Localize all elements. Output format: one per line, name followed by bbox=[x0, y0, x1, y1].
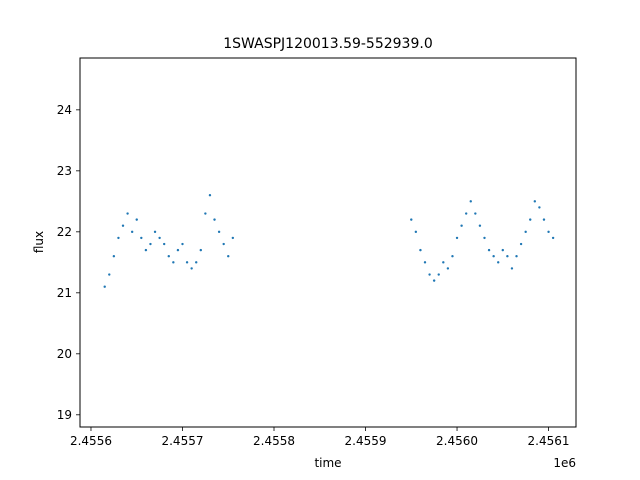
data-point bbox=[492, 255, 495, 258]
data-point bbox=[158, 236, 161, 240]
data-point bbox=[172, 261, 175, 264]
data-point bbox=[419, 248, 422, 252]
data-point bbox=[140, 236, 143, 240]
y-tick-label: 21 bbox=[57, 286, 72, 300]
data-point bbox=[464, 212, 468, 215]
data-point bbox=[519, 242, 523, 246]
data-point bbox=[423, 261, 427, 264]
data-point bbox=[451, 255, 454, 258]
data-point bbox=[167, 255, 170, 258]
data-point bbox=[185, 261, 189, 264]
plot-frame bbox=[79, 57, 577, 428]
y-tick-label: 23 bbox=[57, 164, 72, 178]
data-point bbox=[204, 212, 207, 215]
data-point bbox=[176, 248, 180, 252]
data-point bbox=[442, 261, 445, 264]
data-point bbox=[162, 242, 166, 246]
data-point bbox=[222, 242, 225, 246]
data-point bbox=[112, 255, 116, 258]
data-point bbox=[103, 285, 106, 288]
data-point bbox=[478, 224, 482, 227]
data-point bbox=[135, 218, 138, 221]
data-point bbox=[217, 230, 221, 234]
y-tick-label: 20 bbox=[57, 347, 72, 361]
data-point bbox=[474, 212, 477, 215]
y-tick-label: 22 bbox=[57, 225, 72, 239]
data-point bbox=[414, 230, 418, 234]
x-tick-label: 2.4557 bbox=[161, 434, 203, 448]
y-axis-ticks: 19 20 21 22 23 24 bbox=[57, 103, 80, 422]
data-points bbox=[103, 194, 555, 288]
x-axis-label: time bbox=[314, 456, 341, 470]
x-tick-label: 2.4556 bbox=[70, 434, 112, 448]
data-point bbox=[547, 230, 550, 234]
data-point bbox=[515, 255, 518, 258]
data-point bbox=[538, 206, 541, 209]
data-point bbox=[428, 273, 431, 276]
x-tick-label: 2.4560 bbox=[436, 434, 478, 448]
data-point bbox=[227, 255, 230, 258]
x-tick-label: 2.4561 bbox=[528, 434, 570, 448]
chart-title: 1SWASPJ120013.59-552939.0 bbox=[223, 36, 432, 52]
data-point bbox=[455, 236, 459, 240]
data-point bbox=[533, 200, 537, 203]
data-point bbox=[483, 236, 486, 240]
plot-area bbox=[80, 58, 576, 427]
data-point bbox=[524, 230, 527, 234]
data-point bbox=[506, 255, 509, 258]
data-point bbox=[551, 236, 555, 240]
data-point bbox=[208, 194, 212, 197]
y-axis-label: flux bbox=[32, 231, 46, 253]
data-point bbox=[469, 200, 472, 203]
data-point bbox=[410, 218, 413, 221]
data-point bbox=[153, 230, 157, 234]
data-point bbox=[437, 273, 440, 276]
data-point bbox=[231, 236, 235, 240]
data-point bbox=[121, 224, 125, 227]
x-tick-label: 2.4558 bbox=[253, 434, 295, 448]
data-point bbox=[190, 267, 193, 270]
data-point bbox=[149, 242, 152, 246]
y-tick-label: 24 bbox=[57, 103, 72, 117]
data-point bbox=[144, 248, 148, 252]
data-point bbox=[130, 230, 134, 234]
data-point bbox=[529, 218, 532, 221]
data-point bbox=[542, 218, 546, 221]
data-point bbox=[195, 261, 198, 264]
data-point bbox=[117, 236, 120, 240]
y-tick-label: 19 bbox=[57, 408, 72, 422]
x-offset-text: 1e6 bbox=[553, 456, 576, 470]
data-point bbox=[432, 279, 436, 282]
x-tick-label: 2.4559 bbox=[345, 434, 387, 448]
data-point bbox=[460, 224, 463, 227]
data-point bbox=[213, 218, 216, 221]
data-point bbox=[487, 248, 491, 252]
data-point bbox=[497, 261, 500, 264]
data-point bbox=[108, 273, 111, 276]
x-axis-ticks: 2.4556 2.4557 2.4558 2.4559 2.4560 2.4561 bbox=[70, 427, 570, 448]
data-point bbox=[501, 248, 504, 252]
data-point bbox=[199, 248, 202, 252]
data-point bbox=[126, 212, 129, 215]
data-point bbox=[446, 267, 450, 270]
data-point bbox=[510, 267, 514, 270]
data-point bbox=[181, 242, 184, 246]
